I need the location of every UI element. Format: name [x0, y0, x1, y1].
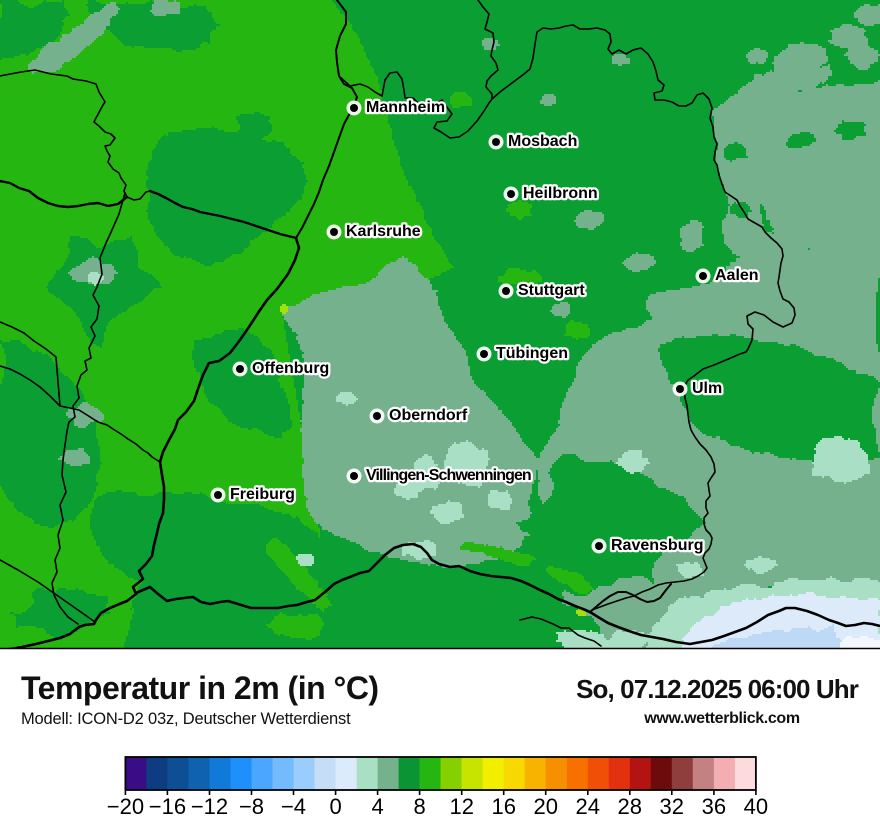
svg-text:Offenburg: Offenburg: [252, 360, 329, 377]
svg-text:−20: −20: [107, 794, 144, 819]
svg-text:Mannheim: Mannheim: [366, 99, 445, 116]
svg-text:Ravensburg: Ravensburg: [611, 537, 703, 554]
svg-text:40: 40: [744, 794, 768, 819]
svg-text:−12: −12: [191, 794, 228, 819]
svg-text:Tübingen: Tübingen: [496, 345, 568, 362]
svg-text:Freiburg: Freiburg: [230, 486, 295, 503]
svg-text:Oberndorf: Oberndorf: [389, 407, 468, 424]
svg-text:Aalen: Aalen: [715, 267, 759, 284]
svg-text:−16: −16: [149, 794, 186, 819]
svg-text:8: 8: [413, 794, 425, 819]
svg-text:0: 0: [329, 794, 341, 819]
svg-text:4: 4: [371, 794, 383, 819]
svg-text:16: 16: [491, 794, 515, 819]
svg-text:28: 28: [618, 794, 642, 819]
svg-text:Mosbach: Mosbach: [508, 133, 577, 150]
svg-text:−8: −8: [239, 794, 264, 819]
svg-text:36: 36: [702, 794, 726, 819]
svg-text:Ulm: Ulm: [692, 380, 722, 397]
svg-text:Villingen-Schwenningen: Villingen-Schwenningen: [366, 467, 531, 484]
svg-text:32: 32: [660, 794, 684, 819]
svg-text:20: 20: [533, 794, 557, 819]
svg-text:−4: −4: [281, 794, 306, 819]
svg-text:Heilbronn: Heilbronn: [523, 185, 598, 202]
svg-text:12: 12: [449, 794, 473, 819]
svg-text:24: 24: [576, 794, 600, 819]
svg-text:Stuttgart: Stuttgart: [518, 282, 585, 299]
svg-text:Karlsruhe: Karlsruhe: [346, 223, 421, 240]
